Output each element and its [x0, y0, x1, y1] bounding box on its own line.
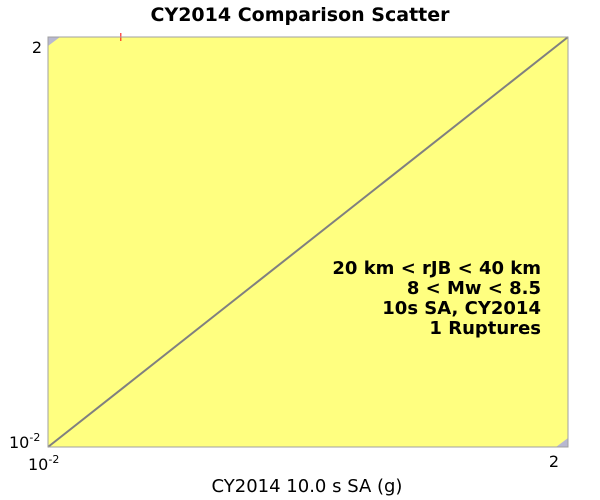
corner-triangle-bottom-right	[556, 438, 568, 447]
y-tick-labels: 2 10-2	[9, 38, 42, 452]
annotation-line: 20 km < rJB < 40 km	[332, 258, 541, 279]
x-axis-label: CY2014 10.0 s SA (g)	[212, 476, 403, 497]
annotation-line: 10s SA, CY2014	[382, 298, 541, 319]
annotation-line: 8 < Mw < 8.5	[407, 278, 541, 299]
annotation-line: 1 Ruptures	[429, 318, 541, 339]
chart-title: CY2014 Comparison Scatter	[151, 4, 451, 26]
x-tick-label: 10-2	[28, 453, 59, 474]
x-tick-label: 2	[549, 452, 559, 471]
x-tick-labels: 10-2 2	[28, 452, 559, 474]
y-tick-label: 2	[32, 38, 42, 57]
plot-border	[47, 36, 569, 448]
corner-triangle-top-left	[48, 37, 60, 46]
one-to-one-reference-line	[47, 36, 569, 448]
y-tick-label: 10-2	[9, 431, 40, 452]
